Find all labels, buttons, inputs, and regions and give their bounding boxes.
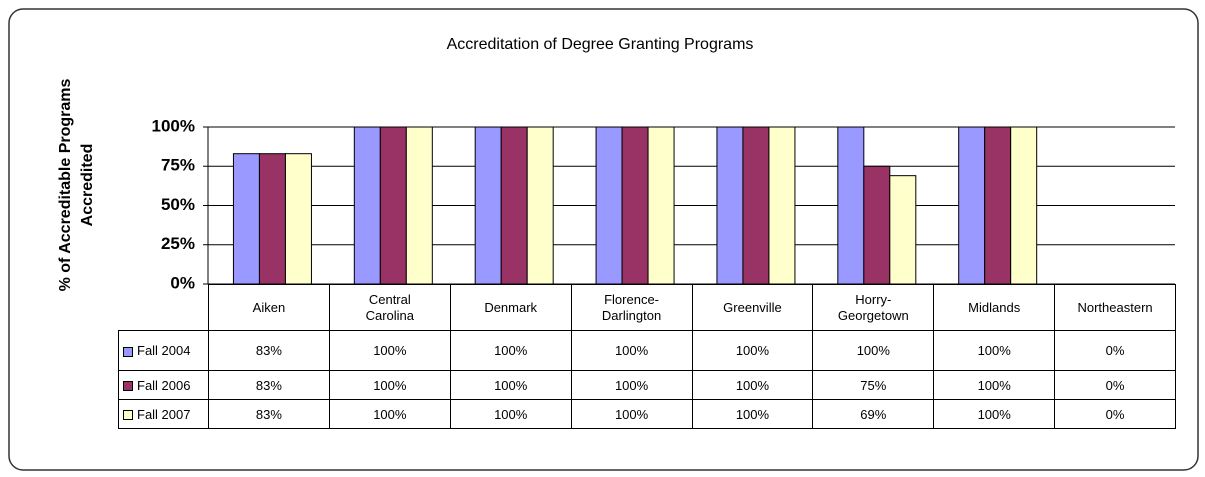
bar [958,126,986,285]
legend-label: Fall 2004 [137,343,191,358]
bar [379,126,407,285]
bar [863,165,891,285]
legend-swatch [123,381,133,392]
bar [353,126,381,285]
bar [742,126,770,285]
y-tick-label: 25% [161,234,195,253]
bar [500,126,528,285]
data-label: 100% [691,399,814,429]
legend-entry: Fall 2007 [118,399,209,429]
category-label: Florence- Darlington [570,284,693,331]
bar [595,126,623,285]
category-label: Denmark [449,284,572,331]
bar [526,126,554,285]
data-label: 83% [208,330,330,371]
bar [405,126,433,285]
y-tick-label: 100% [152,116,195,135]
y-tick-label: 50% [161,195,195,214]
legend-entry: Fall 2004 [118,330,209,371]
bar [284,153,312,285]
data-label: 0% [1054,370,1176,400]
data-label: 100% [449,399,572,429]
legend-label: Fall 2006 [137,377,191,393]
bar [837,126,865,285]
data-label: 83% [208,399,330,429]
category-label: Midlands [933,284,1056,331]
data-label: 0% [1054,330,1176,371]
bar [621,126,649,285]
data-label: 100% [570,330,693,371]
data-table: Aiken Central Carolina Denmark Florence- Da… [118,284,1176,429]
category-label: Aiken [208,284,330,331]
bar [1010,126,1038,285]
y-tick-label: 0% [170,273,195,292]
y-tick-label: 75% [161,156,195,175]
data-label: 100% [328,370,451,400]
bar [889,175,917,285]
data-label: 100% [328,399,451,429]
data-label: 0% [1054,399,1176,429]
data-label: 100% [933,399,1056,429]
data-label: 100% [933,370,1056,400]
legend-swatch [123,410,133,421]
data-label: 100% [570,399,693,429]
bar [232,153,260,285]
data-label: 100% [812,330,935,371]
category-label: Northeastern [1054,284,1176,331]
series-row: Fall 2006 83% 100% 100% 100% 100% 75% 100% 0% [118,370,1176,400]
category-label: Horry- Georgetown [812,284,935,331]
bar [258,153,286,285]
category-row: Aiken Central Carolina Denmark Florence- Da… [119,284,1176,331]
legend-entry: Fall 2006 [118,370,209,400]
data-label: 100% [328,330,451,371]
chart-title: Accreditation of Degree Granting Program… [447,36,754,53]
data-label: 100% [933,330,1056,371]
data-label: 100% [449,330,572,371]
legend-swatch [123,346,133,357]
data-label: 83% [208,370,330,400]
y-axis-label: % of Accreditable Programs [57,79,74,292]
bar [716,126,744,285]
bar [768,126,796,285]
category-label: Central Carolina [328,284,451,331]
bar [647,126,675,285]
category-label: Greenville [691,284,814,331]
series-row: Fall 2007 83% 100% 100% 100% 100% 69% 100% 0% [118,399,1176,429]
bar [984,126,1012,285]
series-row: Fall 2004 83% 100% 100% 100% 100% 100% 100% 0% [118,330,1176,371]
legend-label: Fall 2007 [137,406,191,422]
bar [474,126,502,285]
data-label: 100% [691,330,814,371]
data-label: 100% [570,370,693,400]
data-label: 69% [812,399,935,429]
data-label: 100% [449,370,572,400]
y-axis-label: Accredited [79,144,96,227]
data-label: 75% [812,370,935,400]
corner [119,285,209,331]
data-label: 100% [691,370,814,400]
